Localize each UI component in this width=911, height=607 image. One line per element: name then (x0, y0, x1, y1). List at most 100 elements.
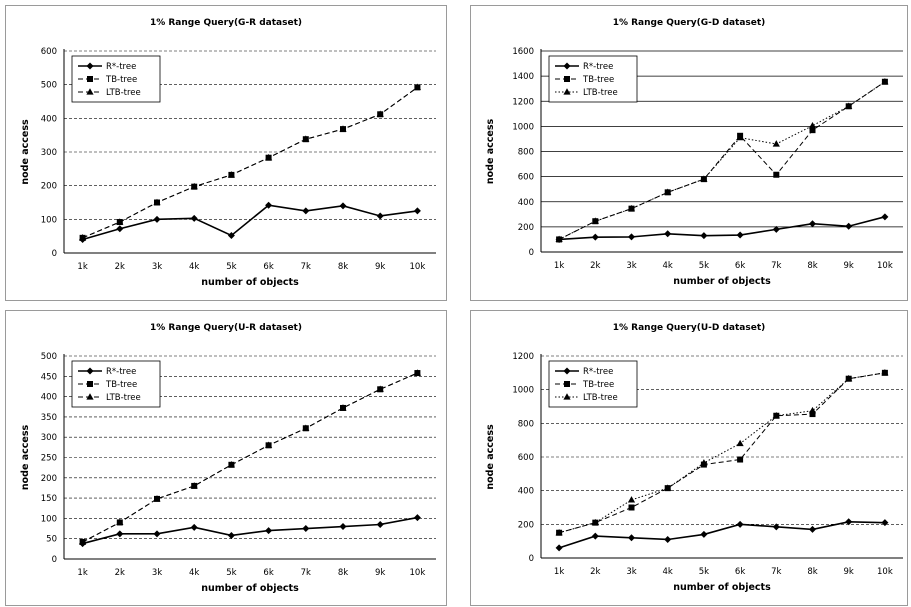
chart1-series2-point7 (808, 121, 817, 129)
chart3-series2-point1 (591, 518, 599, 526)
chart3-xtick-2: 3k (626, 567, 636, 577)
chart2-xtick-6: 7k (301, 568, 311, 578)
chart2-series-0 (79, 514, 421, 548)
chart0-legend-label-0: R*-tree (106, 62, 136, 72)
chart2-ytick-8: 400 (41, 393, 57, 403)
chart2-xtick-0: 1k (77, 568, 87, 578)
chart2-svg: 1% Range Query(U-R dataset) 0 50 100 150 200 2… (20, 323, 436, 594)
chart3-series2-line (558, 372, 885, 534)
chart3-ytick-6: 1200 (512, 352, 534, 362)
chart3-series1-line (558, 372, 885, 534)
chart2-series2-point7 (339, 404, 347, 411)
chart1-legend: R*-tree TB-tree LTB-tree (548, 55, 638, 103)
chart1-series1-point7 (809, 127, 816, 134)
chart2-series0-point9 (413, 514, 421, 522)
chart2-xtick-1: 2k (115, 568, 125, 578)
chart1-legend-label-0: R*-tree (583, 62, 613, 72)
chart0-series2-point1 (116, 218, 124, 225)
chart-panel-g-r: 1% Range Query(G-R dataset) 0 100 200 300 400… (5, 5, 447, 301)
chart2-series2-point6 (302, 424, 310, 431)
chart0-xtick-3: 4k (189, 262, 199, 272)
chart3-ytick-4: 800 (518, 419, 534, 429)
chart3-series0-line (558, 521, 885, 549)
chart0-x-axis-label: number of objects (201, 277, 299, 288)
chart3-legend-label-1: TB-tree (582, 380, 614, 390)
chart2-series2-point9 (413, 369, 421, 376)
chart2-legend-label-0: R*-tree (106, 367, 136, 377)
chart2-series2-point2 (153, 495, 161, 502)
chart3-series0-point2 (628, 534, 635, 542)
chart3-series0-point3 (664, 535, 672, 543)
chart0-xtick-5: 6k (263, 262, 273, 272)
chart1-series0-point4 (700, 232, 708, 240)
chart1-series-1 (556, 78, 888, 243)
chart0-series2-point9 (413, 83, 421, 90)
chart3-series0-point6 (772, 523, 780, 531)
chart3-series-2 (555, 369, 889, 536)
chart1-title: 1% Range Query(G-D dataset) (613, 18, 766, 28)
chart2-legend-marker-0 (86, 367, 94, 375)
chart1-series0-point8 (845, 222, 853, 230)
chart0-svg: 1% Range Query(G-R dataset) 0 100 200 300 400… (20, 18, 436, 288)
chart3-xtick-5: 6k (735, 567, 745, 577)
chart1-svg: 1% Range Query(G-D dataset) 0 200 400 600 800… (485, 18, 903, 287)
chart0-xtick-1: 2k (115, 262, 125, 272)
chart2-legend-label-1: TB-tree (105, 380, 137, 390)
chart2-series0-point1 (116, 530, 124, 538)
chart1-legend-label-2: LTB-tree (583, 88, 618, 98)
chart3-xtick-8: 9k (844, 567, 854, 577)
chart0-series2-point2 (153, 198, 161, 206)
chart1-xtick-4: 5k (699, 261, 709, 271)
chart2-legend-label-2: LTB-tree (106, 393, 141, 403)
chart3-legend-label-0: R*-tree (583, 367, 613, 377)
chart1-xtick-3: 4k (663, 261, 673, 271)
chart1-series2-point4 (700, 175, 708, 182)
chart3-ytick-1: 200 (518, 520, 534, 530)
chart2-x-axis-label: number of objects (201, 583, 299, 594)
chart2-series2-point8 (376, 385, 384, 392)
chart1-legend-marker-0 (563, 62, 571, 70)
chart0-xtick-9: 10k (410, 262, 426, 272)
chart1-ytick-2: 400 (518, 198, 534, 208)
chart2-legend-marker-2 (86, 393, 94, 400)
chart1-series1-line (558, 81, 886, 240)
chart0-legend-marker-2 (86, 88, 94, 95)
chart0-series2-point8 (376, 110, 384, 117)
chart3-legend-label-2: LTB-tree (583, 393, 618, 403)
chart3-series0-point5 (736, 520, 744, 528)
chart1-legend-marker-1 (564, 76, 570, 82)
chart1-ytick-0: 0 (529, 248, 534, 258)
chart0-series0-point5 (265, 201, 273, 209)
chart0-ytick-5: 500 (41, 81, 57, 91)
chart2-legend-marker-1 (87, 381, 93, 387)
chart0-ytick-2: 200 (41, 182, 57, 192)
chart3-series0-point0 (555, 544, 563, 552)
chart1-series2-point2 (627, 204, 636, 212)
chart3-xtick-6: 7k (771, 567, 781, 577)
chart3-legend-marker-0 (563, 367, 571, 375)
chart3-series2-point3 (664, 484, 672, 491)
chart2-title: 1% Range Query(U-R dataset) (150, 323, 302, 333)
chart2-ytick-10: 500 (41, 352, 57, 362)
chart1-series0-point7 (809, 220, 816, 228)
chart2-xtick-8: 9k (375, 568, 385, 578)
chart3-y-axis-label: node access (485, 424, 496, 490)
chart0-series1-line (82, 86, 418, 239)
chart0-series-2 (79, 83, 421, 241)
chart2-series0-point7 (339, 523, 347, 531)
chart3-ytick-2: 400 (518, 487, 534, 497)
chart3-xtick-9: 10k (877, 567, 893, 577)
chart0-legend-label-1: TB-tree (105, 75, 137, 85)
chart0-series0-line (82, 204, 418, 241)
chart1-series2-point1 (591, 217, 599, 224)
chart2-series2-point5 (265, 441, 273, 448)
chart1-x-axis-label: number of objects (673, 276, 771, 287)
chart1-xtick-7: 8k (807, 261, 817, 271)
chart0-series0-point0 (79, 236, 87, 244)
chart3-legend-marker-2 (563, 393, 571, 400)
chart0-xtick-0: 1k (77, 262, 87, 272)
chart1-series-0 (555, 213, 889, 243)
chart2-xtick-7: 8k (338, 568, 348, 578)
chart0-xtick-6: 7k (301, 262, 311, 272)
chart0-series2-point4 (227, 171, 235, 178)
